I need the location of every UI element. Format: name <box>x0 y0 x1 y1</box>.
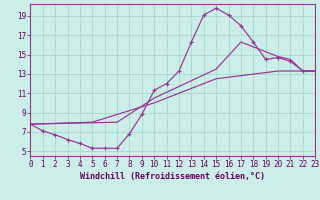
X-axis label: Windchill (Refroidissement éolien,°C): Windchill (Refroidissement éolien,°C) <box>80 172 265 181</box>
